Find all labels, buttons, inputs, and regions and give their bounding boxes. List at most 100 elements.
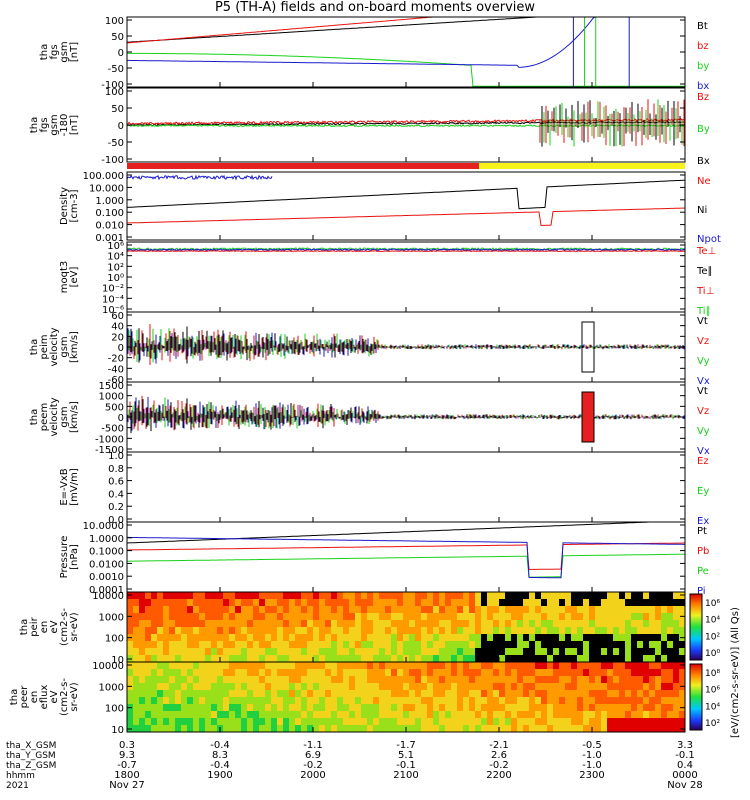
spectrogram-cell: [265, 634, 271, 641]
spectrogram-cell: [667, 655, 673, 662]
spectrogram-cell: [211, 634, 217, 641]
spectrogram-cell: [427, 648, 433, 655]
spectrogram-cell: [511, 669, 517, 676]
spectrogram-cell: [415, 690, 421, 697]
spectrogram-cell: [289, 641, 295, 648]
spectrogram-cell: [151, 655, 157, 662]
spectrogram-cell: [655, 669, 661, 676]
spectrogram-cell: [661, 683, 667, 690]
spectrogram-cell: [559, 718, 565, 725]
spectrogram-cell: [325, 592, 331, 599]
spectrogram-cell: [259, 620, 265, 627]
spectrogram-cell: [355, 599, 361, 606]
spectrogram-cell: [139, 683, 145, 690]
spectrogram-cell: [463, 697, 469, 704]
y-tick-label: -60: [108, 375, 124, 386]
spectrogram-cell: [661, 620, 667, 627]
spectrogram-cell: [181, 613, 187, 620]
ephem-value: -1.7: [396, 740, 416, 751]
spectrogram-cell: [289, 662, 295, 669]
spectrogram-cell: [379, 648, 385, 655]
spectrogram-cell: [277, 725, 283, 732]
spectrogram-cell: [445, 592, 451, 599]
spectrogram-cell: [487, 669, 493, 676]
spectrogram-cell: [487, 704, 493, 711]
spectrogram-cell: [511, 711, 517, 718]
spectrogram-cell: [223, 620, 229, 627]
spectrogram-cell: [271, 683, 277, 690]
spectrogram-cell: [295, 620, 301, 627]
spectrogram-cell: [313, 676, 319, 683]
spectrogram-cell: [589, 620, 595, 627]
spectrogram-cell: [349, 697, 355, 704]
spectrogram-cell: [235, 641, 241, 648]
spectrogram-cell: [397, 669, 403, 676]
spectrogram-cell: [637, 676, 643, 683]
legend-label: Ez: [697, 456, 709, 467]
spectrogram-cell: [595, 620, 601, 627]
spectrogram-cell: [319, 690, 325, 697]
spectrogram-cell: [631, 711, 637, 718]
spectrogram-cell: [265, 599, 271, 606]
spectrogram-cell: [553, 669, 559, 676]
panel-plot-area: [127, 321, 685, 373]
legend-label: Vy: [697, 426, 710, 437]
spectrogram-cell: [301, 669, 307, 676]
spectrogram-cell: [187, 711, 193, 718]
spectrogram-cell: [193, 669, 199, 676]
spectrogram-cell: [505, 592, 511, 599]
spectrogram-cell: [649, 606, 655, 613]
spectrogram-cell: [487, 606, 493, 613]
spectrogram-cell: [643, 592, 649, 599]
spectrogram-cell: [517, 704, 523, 711]
spectrogram-cell: [229, 718, 235, 725]
spectrogram-cell: [619, 725, 625, 732]
spectrogram-cell: [559, 655, 565, 662]
spectrogram-cell: [313, 620, 319, 627]
spectrogram-cell: [499, 697, 505, 704]
spectrogram-cell: [301, 711, 307, 718]
spectrogram-cell: [631, 606, 637, 613]
spectrogram-cell: [319, 725, 325, 732]
spectrogram-cell: [319, 599, 325, 606]
spectrogram-cell: [583, 690, 589, 697]
spectrogram-cell: [637, 711, 643, 718]
spectrogram-cell: [193, 718, 199, 725]
spectrogram-cell: [457, 669, 463, 676]
ephem-value: 0.4: [677, 760, 693, 771]
spectrogram-cell: [409, 634, 415, 641]
spectrogram-cell: [379, 669, 385, 676]
spectrogram-cell: [205, 683, 211, 690]
y-tick-label: 40: [111, 322, 124, 333]
spectrogram-cell: [139, 662, 145, 669]
spectrogram-cell: [481, 711, 487, 718]
spectrogram-cell: [607, 641, 613, 648]
spectrogram-cell: [625, 592, 631, 599]
spectrogram-cell: [487, 711, 493, 718]
spectrogram-cell: [313, 690, 319, 697]
spectrogram-cell: [139, 690, 145, 697]
spectrogram-cell: [577, 592, 583, 599]
spectrogram-cell: [463, 718, 469, 725]
spectrogram-cell: [151, 704, 157, 711]
spectrogram-cell: [181, 676, 187, 683]
spectrogram-cell: [145, 606, 151, 613]
spectrogram-cell: [577, 613, 583, 620]
spectrogram-cell: [355, 648, 361, 655]
spectrogram-cell: [211, 676, 217, 683]
spectrogram-cell: [553, 662, 559, 669]
spectrogram-cell: [169, 683, 175, 690]
spectrogram-cell: [307, 718, 313, 725]
spectrogram-cell: [535, 641, 541, 648]
spectrogram-cell: [631, 690, 637, 697]
spectrogram-cell: [397, 627, 403, 634]
spectrogram-cell: [625, 620, 631, 627]
spectrogram-cell: [463, 641, 469, 648]
spectrogram-cell: [655, 662, 661, 669]
spectrogram-cell: [475, 599, 481, 606]
spectrogram-cell: [361, 606, 367, 613]
spectrogram-cell: [457, 704, 463, 711]
spectrogram-cell: [463, 676, 469, 683]
spectrogram-cell: [655, 655, 661, 662]
spectrogram-cell: [283, 592, 289, 599]
